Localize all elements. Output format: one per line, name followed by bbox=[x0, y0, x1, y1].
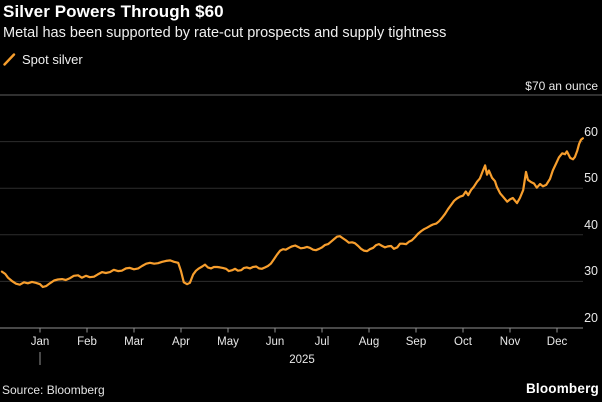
y-tick-label-20: 20 bbox=[584, 311, 598, 325]
month-label-jan: Jan bbox=[30, 336, 50, 348]
x-axis-year-label: 2025 bbox=[289, 354, 315, 366]
chart-title: Silver Powers Through $60 bbox=[3, 2, 224, 21]
y-tick-label-50: 50 bbox=[584, 171, 598, 186]
month-label-nov: Nov bbox=[499, 336, 521, 348]
y-axis-unit-label: $70 an ounce bbox=[525, 79, 598, 93]
month-label-feb: Feb bbox=[77, 336, 97, 348]
month-label-apr: Apr bbox=[172, 336, 190, 348]
chart-subtitle: Metal has been supported by rate-cut pro… bbox=[3, 25, 447, 41]
month-label-dec: Dec bbox=[546, 336, 568, 348]
source-credit: Source: Bloomberg bbox=[2, 383, 105, 397]
y-tick-label-40: 40 bbox=[584, 217, 598, 232]
month-label-oct: Oct bbox=[454, 336, 472, 348]
month-label-may: May bbox=[217, 336, 239, 348]
y-tick-label-60: 60 bbox=[584, 124, 598, 139]
spot-silver-line bbox=[0, 137, 585, 289]
month-label-jun: Jun bbox=[265, 336, 285, 348]
month-label-aug: Aug bbox=[358, 336, 380, 348]
y-tick-label-30: 30 bbox=[584, 264, 598, 279]
legend: Spot silver bbox=[3, 52, 83, 67]
month-label-mar: Mar bbox=[124, 336, 144, 348]
bloomberg-logo: Bloomberg bbox=[525, 381, 599, 396]
legend-line-swatch-icon bbox=[3, 53, 16, 66]
month-label-jul: Jul bbox=[314, 336, 330, 348]
legend-series-label: Spot silver bbox=[22, 52, 83, 67]
month-label-sep: Sep bbox=[405, 336, 427, 348]
